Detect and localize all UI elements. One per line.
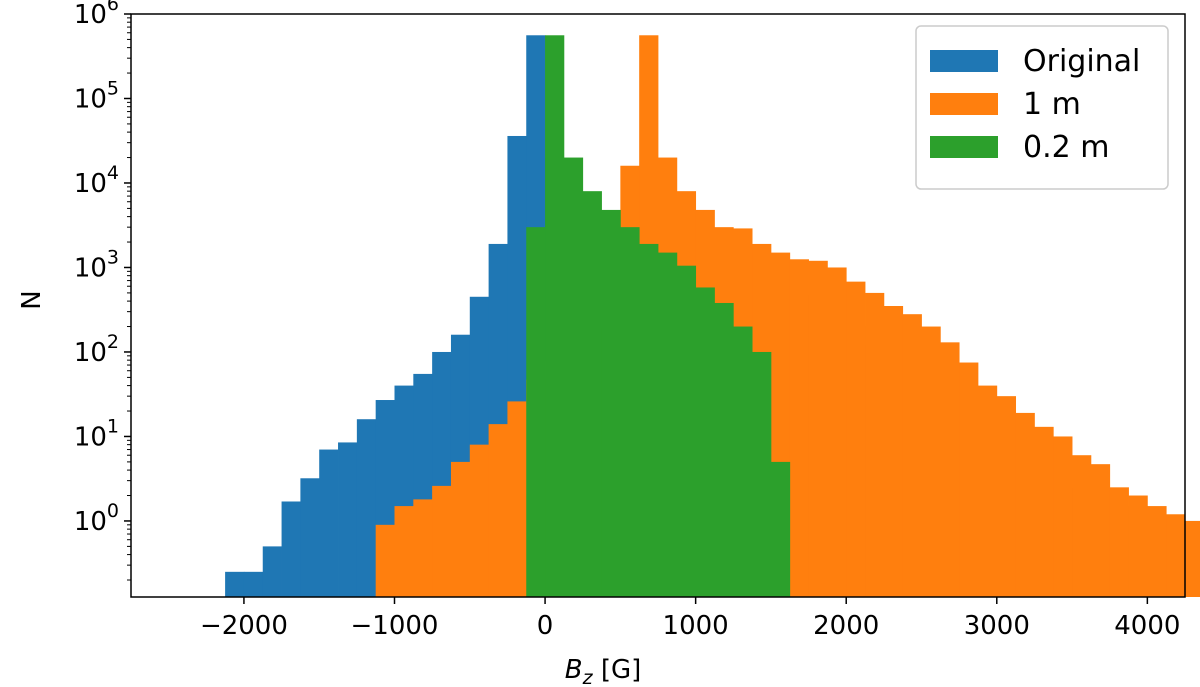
bar [375, 524, 395, 597]
bar [639, 243, 659, 597]
plot-frame [130, 13, 1186, 598]
bar [752, 351, 772, 597]
y-axis-label: N [17, 290, 47, 309]
bar [582, 191, 602, 598]
bar [620, 227, 640, 597]
legend-swatch [930, 136, 998, 158]
bar [432, 485, 452, 597]
bar [770, 461, 791, 597]
bar [526, 227, 546, 597]
bar [1128, 495, 1148, 597]
x-axis-label-symbol: B [565, 655, 583, 685]
bar [262, 546, 282, 597]
bar [319, 449, 339, 597]
x-tick-label: 3000 [964, 611, 1030, 641]
bar [1053, 436, 1073, 597]
bar [789, 259, 809, 597]
series-2 [526, 35, 791, 598]
bar [1166, 514, 1186, 597]
x-tick-label: 4000 [1114, 611, 1180, 641]
bar [1109, 487, 1129, 597]
bar [300, 478, 320, 597]
bar [507, 401, 527, 597]
bar [883, 306, 904, 597]
y-tick-label: 103 [74, 246, 119, 283]
x-axis-label: Bz [G] [565, 655, 642, 687]
bar [1072, 455, 1092, 597]
x-axis-label-subscript: z [582, 667, 594, 687]
y-tick-label: 102 [74, 331, 119, 368]
bar [959, 362, 979, 597]
y-tick-label: 105 [74, 77, 119, 114]
bar [1090, 464, 1111, 597]
legend: Original 1 m 0.2 m [915, 25, 1169, 190]
y-tick-label: 106 [74, 0, 119, 30]
bar [658, 252, 678, 597]
bar [1034, 426, 1054, 597]
bar [1015, 412, 1035, 597]
x-tick-label: −2000 [200, 611, 288, 641]
legend-label: 1 m [1023, 87, 1081, 122]
bars-layer [225, 35, 1200, 598]
bar [695, 287, 715, 597]
x-tick-label: −1000 [351, 611, 439, 641]
y-axis: 100 101 102 103 104 105 106 [74, 0, 131, 581]
bar [601, 209, 621, 598]
bar [865, 292, 885, 597]
bar [676, 265, 697, 597]
bar [243, 571, 264, 597]
bar [563, 157, 584, 598]
bar [921, 326, 941, 597]
bar [846, 281, 866, 597]
legend-swatch [930, 50, 998, 72]
x-tick-label: 2000 [813, 611, 879, 641]
bar [413, 499, 433, 597]
legend-label: 0.2 m [1023, 130, 1109, 165]
bar [394, 506, 414, 597]
bar [225, 571, 245, 597]
bar [902, 314, 922, 597]
y-tick-label: 104 [74, 162, 119, 199]
x-axis: −2000 −1000 0 1000 2000 3000 4000 [200, 597, 1180, 641]
bar [1185, 520, 1200, 597]
bar [356, 419, 377, 597]
x-tick-label: 0 [537, 611, 554, 641]
legend-label: Original [1023, 44, 1140, 79]
bar [469, 444, 490, 597]
y-tick-label: 101 [74, 415, 119, 452]
bar [940, 342, 960, 597]
bar [1147, 506, 1167, 597]
bar [977, 385, 998, 597]
bar [996, 396, 1017, 597]
x-tick-label: 1000 [663, 611, 729, 641]
bar [733, 326, 753, 597]
x-axis-label-unit: [G] [593, 655, 642, 685]
y-tick-label: 100 [74, 500, 119, 537]
bar [281, 501, 301, 597]
bar [450, 461, 471, 597]
bar [808, 260, 828, 597]
bar [545, 35, 565, 597]
bar [338, 442, 358, 597]
bar [714, 302, 734, 597]
bar [827, 267, 847, 597]
legend-swatch [930, 93, 998, 115]
bar [488, 424, 508, 597]
